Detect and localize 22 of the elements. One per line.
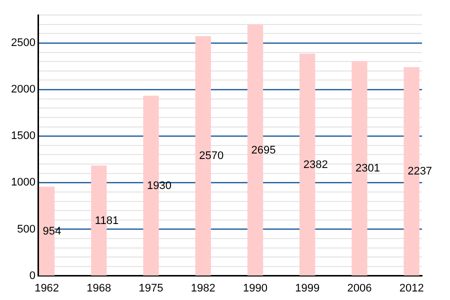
- y-tick-label: 500: [17, 223, 36, 236]
- x-tick-label: 2012: [399, 282, 424, 294]
- x-tick-label: 2006: [347, 282, 372, 294]
- y-tick-label: 2500: [10, 36, 36, 49]
- data-label: 1181: [94, 214, 119, 227]
- data-label: 1930: [147, 180, 172, 192]
- x-tick-label: 1990: [243, 282, 268, 294]
- y-tick-label: 2000: [10, 84, 36, 96]
- y-tick-label: 0: [29, 270, 36, 282]
- x-tick-label: 1999: [295, 282, 320, 294]
- data-label: 2382: [303, 158, 328, 171]
- data-label: 2570: [199, 150, 224, 162]
- x-tick-label: 1968: [86, 282, 112, 294]
- y-tick-label: 1000: [10, 176, 36, 189]
- x-tick-label: 1975: [138, 282, 164, 294]
- data-label: 954: [42, 225, 62, 238]
- data-label: 2695: [251, 144, 276, 156]
- data-label: 2301: [355, 162, 380, 175]
- x-tick-label: 1962: [34, 282, 60, 294]
- x-tick-label: 1982: [190, 282, 216, 294]
- y-tick-label: 1500: [10, 130, 36, 142]
- data-label: 2237: [408, 166, 432, 178]
